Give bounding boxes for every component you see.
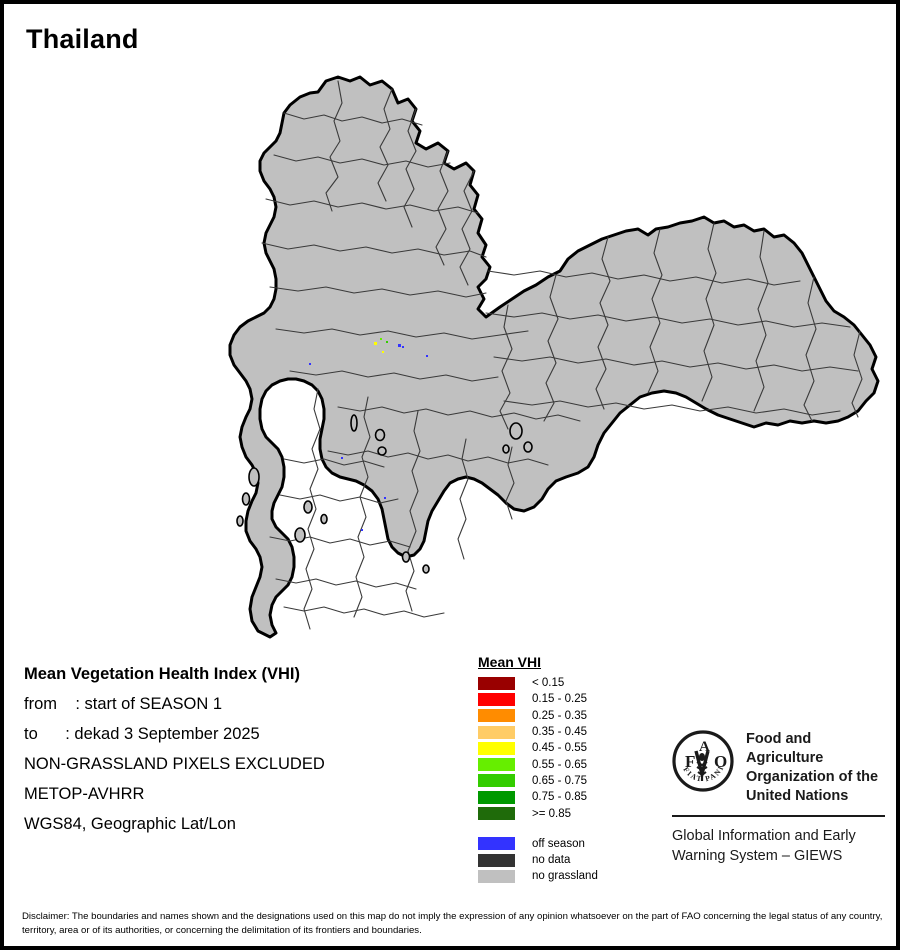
legend-swatch — [478, 869, 515, 883]
legend-swatch — [478, 741, 515, 755]
svg-text:F: F — [685, 752, 695, 771]
fao-branding: F A O FIAT PANIS Food and Agriculture Or… — [669, 723, 887, 866]
disclaimer-text: Disclaimer: The boundaries and names sho… — [22, 911, 883, 936]
svg-text:A: A — [699, 739, 710, 755]
info-from: from : start of SEASON 1 — [24, 695, 223, 713]
thailand-map-svg[interactable] — [8, 59, 900, 639]
fao-org-line: United Nations — [746, 788, 849, 804]
legend-swatch — [478, 837, 515, 851]
legend-label: 0.65 - 0.75 — [532, 774, 587, 787]
legend-swatch — [478, 758, 515, 772]
fao-organization-name: Food and Agriculture Organization of the… — [746, 730, 887, 806]
legend-swatch — [478, 807, 515, 821]
legend-spacer — [474, 822, 654, 836]
svg-text:O: O — [714, 752, 727, 771]
legend-label: no data — [532, 854, 571, 867]
legend-item[interactable]: < 0.15 — [474, 675, 654, 691]
map-islands — [236, 414, 430, 574]
legend-swatch — [478, 725, 515, 739]
legend-item[interactable]: 0.45 - 0.55 — [474, 740, 654, 756]
legend-item[interactable]: 0.75 - 0.85 — [474, 789, 654, 805]
page-title: Thailand — [26, 24, 139, 54]
fao-divider — [672, 815, 885, 817]
legend-swatch — [478, 774, 515, 788]
legend-item[interactable]: 0.15 - 0.25 — [474, 691, 654, 707]
legend-item-no-grassland[interactable]: no grassland — [474, 868, 654, 884]
legend-label: 0.75 - 0.85 — [532, 791, 587, 804]
province-boundaries — [261, 80, 863, 630]
legend-swatch — [478, 676, 515, 690]
legend-label: >= 0.85 — [532, 807, 572, 820]
info-to: to : dekad 3 September 2025 — [24, 725, 260, 743]
giews-line: Global Information and Early — [672, 828, 856, 844]
map-info-block: Mean Vegetation Health Index (VHI) from … — [24, 659, 454, 839]
legend-label: 0.35 - 0.45 — [532, 726, 587, 739]
legend-item[interactable]: >= 0.85 — [474, 805, 654, 821]
legend-label: 0.25 - 0.35 — [532, 709, 587, 722]
legend-label: 0.45 - 0.55 — [532, 742, 587, 755]
fao-emblem-icon: F A O FIAT PANIS — [669, 723, 734, 797]
legend-label: no grassland — [532, 870, 598, 883]
giews-line: Warning System – GIEWS — [672, 848, 843, 864]
legend-title: Mean VHI — [478, 654, 542, 670]
legend-item-no-data[interactable]: no data — [474, 852, 654, 868]
legend-label: 0.15 - 0.25 — [532, 693, 587, 706]
info-projection: WGS84, Geographic Lat/Lon — [24, 815, 236, 833]
map-country-shape — [228, 75, 880, 639]
map-gulf-islands — [502, 422, 533, 454]
info-sensor: METOP-AVHRR — [24, 785, 145, 803]
fao-org-line: Food and Agriculture — [746, 731, 824, 766]
map-canvas[interactable] — [8, 59, 900, 639]
map-legend: Mean VHI < 0.15 0.15 - 0.25 0.25 - 0.35 … — [474, 654, 654, 885]
legend-swatch — [478, 709, 515, 723]
legend-swatch — [478, 853, 515, 867]
info-heading: Mean Vegetation Health Index (VHI) — [24, 665, 300, 683]
legend-label: off season — [532, 837, 585, 850]
map-vhi-pixels — [309, 338, 428, 531]
giews-label: Global Information and Early Warning Sys… — [672, 826, 887, 866]
legend-swatch — [478, 692, 515, 706]
legend-item-off-season[interactable]: off season — [474, 836, 654, 852]
legend-item[interactable]: 0.55 - 0.65 — [474, 756, 654, 772]
legend-item[interactable]: 0.25 - 0.35 — [474, 708, 654, 724]
info-exclusion: NON-GRASSLAND PIXELS EXCLUDED — [24, 755, 325, 773]
legend-label: 0.55 - 0.65 — [532, 758, 587, 771]
legend-swatch — [478, 790, 515, 804]
fao-org-line: Organization of the — [746, 769, 879, 785]
legend-item[interactable]: 0.35 - 0.45 — [474, 724, 654, 740]
legend-item[interactable]: 0.65 - 0.75 — [474, 773, 654, 789]
legend-label: < 0.15 — [532, 677, 565, 690]
